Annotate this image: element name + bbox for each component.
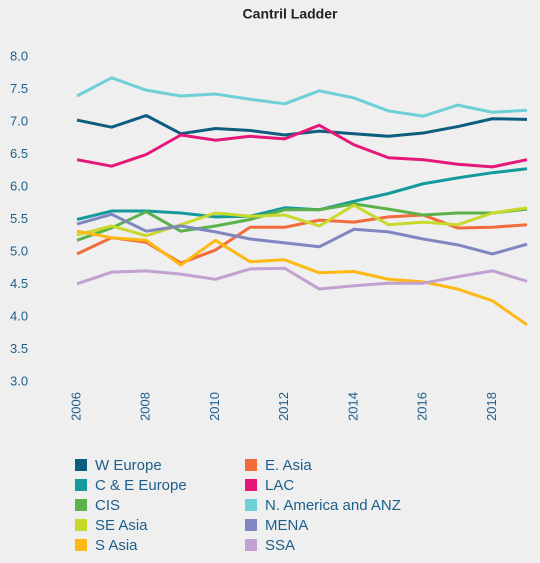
legend-label: E. Asia bbox=[265, 457, 312, 474]
series-line bbox=[76, 123, 528, 169]
legend-swatch bbox=[75, 519, 87, 531]
y-tick-label: 5.0 bbox=[10, 243, 28, 258]
y-tick-label: 6.0 bbox=[10, 178, 28, 193]
legend-label: SE Asia bbox=[95, 517, 148, 534]
x-tick-label: 2012 bbox=[276, 392, 291, 421]
legend-label: SSA bbox=[265, 537, 295, 554]
x-tick-label: 2016 bbox=[415, 392, 430, 421]
y-tick-label: 4.5 bbox=[10, 276, 28, 291]
y-tick-label: 3.0 bbox=[10, 373, 28, 388]
legend-label: LAC bbox=[265, 477, 294, 494]
y-tick-label: 6.5 bbox=[10, 146, 28, 161]
y-tick-label: 7.0 bbox=[10, 113, 28, 128]
legend-swatch bbox=[75, 479, 87, 491]
series-line bbox=[76, 203, 528, 238]
series-line bbox=[76, 202, 528, 242]
legend-label: W Europe bbox=[95, 457, 162, 474]
series-line bbox=[76, 212, 528, 256]
y-tick-label: 3.5 bbox=[10, 341, 28, 356]
legend-swatch bbox=[75, 459, 87, 471]
chart-title: Cantril Ladder bbox=[243, 6, 338, 22]
series-line bbox=[76, 229, 528, 327]
legend-swatch bbox=[245, 539, 257, 551]
legend-swatch bbox=[75, 499, 87, 511]
y-tick-label: 5.5 bbox=[10, 211, 28, 226]
legend-swatch bbox=[245, 479, 257, 491]
legend-swatch bbox=[75, 539, 87, 551]
legend-swatch bbox=[245, 459, 257, 471]
legend-label: MENA bbox=[265, 517, 308, 534]
y-tick-label: 8.0 bbox=[10, 48, 28, 63]
x-tick-label: 2008 bbox=[138, 392, 153, 421]
y-tick-label: 4.0 bbox=[10, 308, 28, 323]
series-line bbox=[76, 76, 528, 118]
x-tick-label: 2014 bbox=[345, 392, 360, 421]
y-tick-label: 7.5 bbox=[10, 81, 28, 96]
x-tick-label: 2010 bbox=[207, 392, 222, 421]
legend-label: N. America and ANZ bbox=[265, 497, 401, 514]
legend-label: C & E Europe bbox=[95, 477, 187, 494]
legend-swatch bbox=[245, 519, 257, 531]
x-tick-label: 2006 bbox=[68, 392, 83, 421]
x-tick-label: 2018 bbox=[484, 392, 499, 421]
legend-label: CIS bbox=[95, 497, 120, 514]
legend-label: S Asia bbox=[95, 537, 138, 554]
legend-swatch bbox=[245, 499, 257, 511]
series-line bbox=[76, 266, 528, 291]
